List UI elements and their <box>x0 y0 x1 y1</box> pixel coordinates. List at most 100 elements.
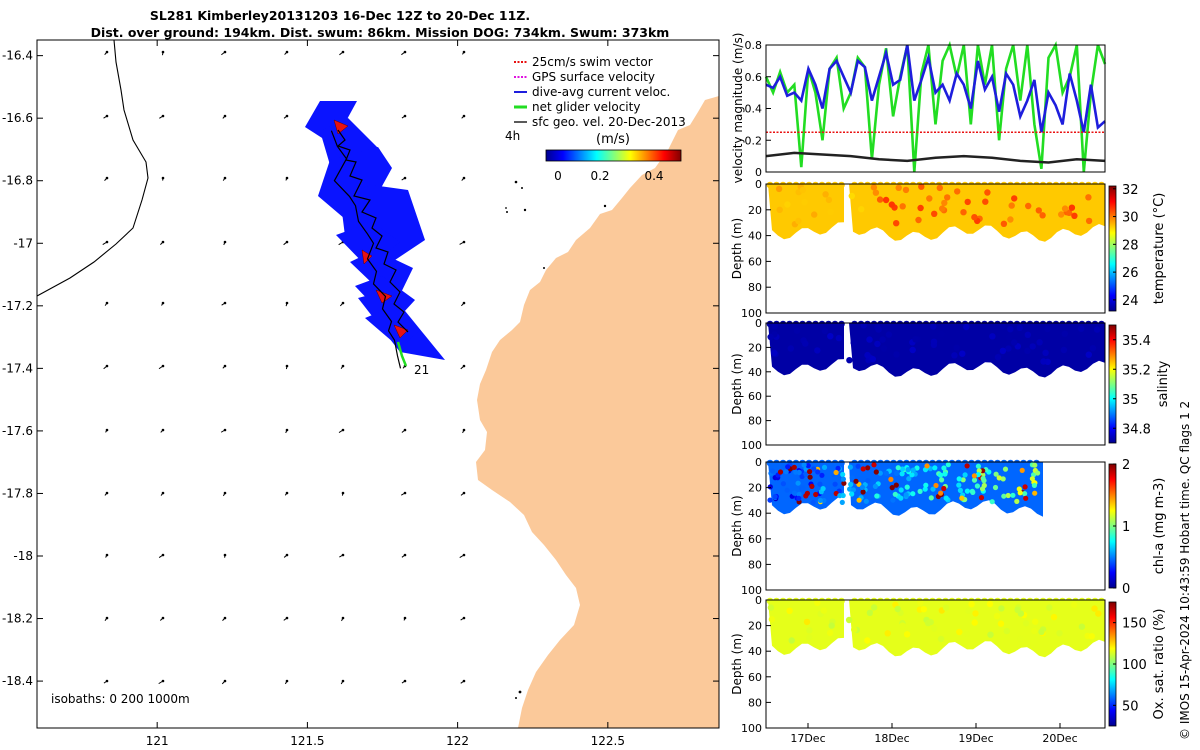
section-sample-dot <box>971 473 978 479</box>
section-sample-dot <box>829 470 835 476</box>
section-sample-dot <box>1031 627 1038 635</box>
section-sample-dot <box>982 322 990 329</box>
velocity-y-tick-label: 0.8 <box>745 39 763 52</box>
section-sample-dot <box>827 208 834 216</box>
section-y-tick-label: 20 <box>748 620 762 633</box>
section-chl-a-section: 0 20 40 60 80 100 Depth (m) 0 1 2 chl-a (mg m-3) <box>730 456 1167 597</box>
section-surface-dot <box>948 181 956 189</box>
section-sample-dot <box>882 196 890 204</box>
section-sample-dot <box>860 489 866 495</box>
section-sample-dot <box>846 357 853 364</box>
section-sample-dot <box>1022 491 1028 497</box>
velocity-ylabel: velocity magnitude (m/s) <box>731 33 745 184</box>
section-sample-dot <box>971 477 978 483</box>
section-surface-dot <box>1020 459 1027 467</box>
section-surface-dot <box>1013 597 1021 605</box>
current-arrow-head <box>403 50 407 54</box>
section-surface-dot <box>955 320 962 328</box>
map-y-tick-label: -17.2 <box>2 299 33 313</box>
section-sample-dot <box>815 469 821 475</box>
section-sample-dot <box>767 604 775 611</box>
section-sample-dot <box>890 497 896 503</box>
current-arrow-head <box>285 616 289 620</box>
track-end-label: 21 <box>414 363 429 377</box>
section-sample-dot <box>791 464 797 470</box>
section-sample-dot <box>975 463 982 469</box>
section-surface-dot <box>994 597 1001 605</box>
section-surface-dot <box>1007 597 1014 605</box>
section-sample-dot <box>771 349 778 356</box>
section-surface-dot <box>799 597 806 605</box>
section-surface-dot <box>896 320 904 328</box>
section-sample-dot <box>903 631 911 638</box>
section-sample-dot <box>923 482 929 488</box>
section-sample-dot <box>1078 623 1086 630</box>
section-sample-dot <box>957 487 964 493</box>
section-sample-dot <box>806 627 813 634</box>
section-sample-dot <box>814 347 821 354</box>
section-sample-dot <box>1025 202 1032 210</box>
section-sample-dot <box>932 465 938 471</box>
section-surface-dot <box>903 181 910 189</box>
section-sample-dot <box>930 323 937 330</box>
current-arrow-head <box>105 679 109 683</box>
section-sample-dot <box>968 601 975 608</box>
section-surface-dot <box>883 181 891 189</box>
current-arrow-head <box>462 679 466 683</box>
current-arrow-head <box>462 428 466 432</box>
section-sample-dot <box>898 487 904 493</box>
section-colorbar-label: salinity <box>1156 360 1171 407</box>
section-sample-dot <box>795 480 801 486</box>
section-colorbar-tick-label: 0 <box>1122 582 1130 597</box>
section-surface-dot <box>903 459 910 467</box>
section-sample-dot <box>771 323 778 330</box>
section-surface-dot <box>974 181 982 189</box>
coastal-islands <box>505 180 607 699</box>
section-sample-dot <box>899 466 906 472</box>
section-y-tick-label: 100 <box>741 439 762 452</box>
current-arrow-head <box>161 364 165 368</box>
current-arrow-head <box>403 679 407 683</box>
section-y-tick-label: 40 <box>748 507 762 520</box>
section-surface-dot <box>994 181 1001 189</box>
current-arrow-head <box>223 114 227 118</box>
section-y-tick-label: 100 <box>741 307 762 320</box>
section-sample-dot <box>821 327 829 335</box>
section-sample-dot <box>888 476 894 482</box>
section-surface-dot <box>766 181 774 189</box>
section-sample-dot <box>840 471 846 478</box>
current-arrow-head <box>462 364 466 368</box>
current-arrow-head <box>161 301 165 305</box>
section-surface-dot <box>1085 320 1092 328</box>
section-surface-dot <box>955 597 962 605</box>
section-sample-dot <box>960 209 967 216</box>
section-sample-dot <box>928 495 934 501</box>
section-y-tick-label: 40 <box>748 366 762 379</box>
section-sample-dot <box>850 339 857 346</box>
section-sample-dot <box>893 482 899 488</box>
section-sample-dot <box>780 481 787 487</box>
section-sample-dot <box>828 622 835 629</box>
section-sample-dot <box>1023 495 1029 501</box>
section-sample-dot <box>1031 472 1037 478</box>
current-arrow-head <box>403 491 407 495</box>
section-sample-dot <box>910 491 916 497</box>
section-surface-dot <box>922 597 930 605</box>
section-colorbar-tick-label: 24 <box>1122 294 1139 309</box>
section-sample-dot <box>807 469 813 475</box>
section-surface-dot <box>929 597 936 605</box>
section-oxygen-section: 0 20 40 60 80 100 Depth (m) 50 100 150 Ox. sat. ra… <box>730 594 1167 745</box>
section-surface-dot <box>825 181 832 189</box>
section-colorbar-tick-label: 26 <box>1122 266 1139 281</box>
section-sample-dot <box>1085 194 1092 201</box>
current-arrow-head <box>341 364 345 368</box>
section-sample-dot <box>972 610 979 617</box>
section-sample-dot <box>984 189 991 196</box>
section-y-tick-label: 80 <box>748 281 762 294</box>
section-sample-dot <box>931 210 938 217</box>
section-sample-dot <box>899 203 906 210</box>
section-data-fill <box>849 600 1105 658</box>
current-arrow-head <box>285 491 289 495</box>
section-y-tick-label: 40 <box>748 230 762 243</box>
section-surface-dot <box>948 320 956 328</box>
